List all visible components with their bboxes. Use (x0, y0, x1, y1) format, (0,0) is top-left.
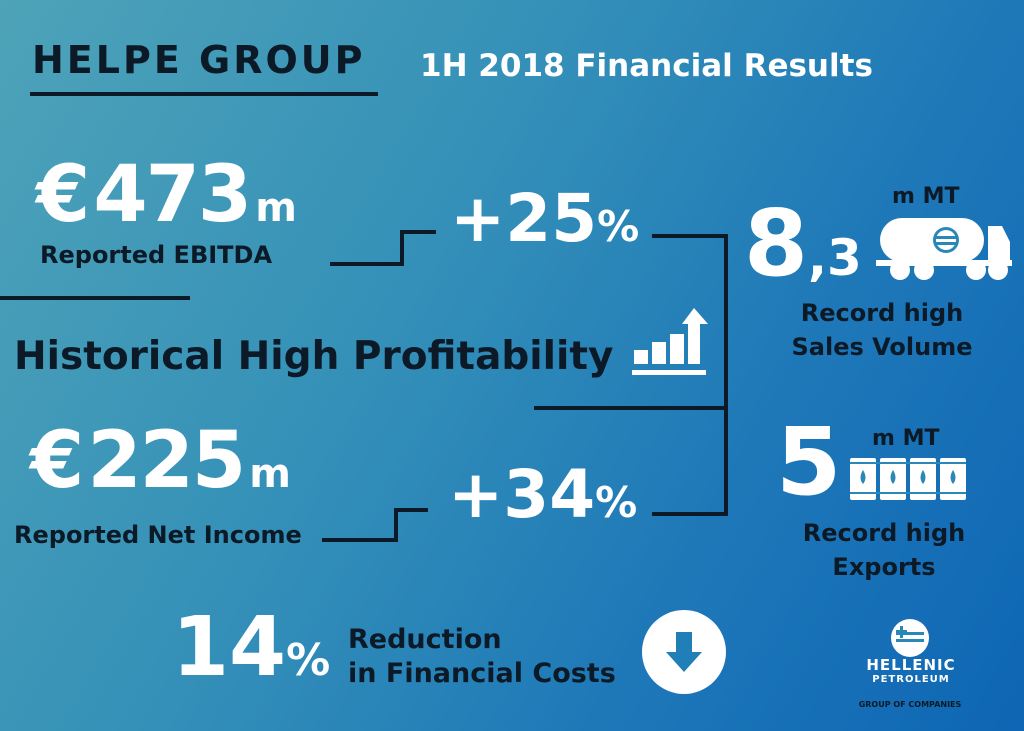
ebitda-value: 473 (93, 150, 252, 240)
sales-volume-dec: ,3 (808, 229, 862, 287)
ebitda-amount: € 473 m (36, 150, 297, 240)
divider-line (0, 296, 190, 300)
exports-value: 5 (776, 408, 842, 517)
group-title: HELPE GROUP (32, 38, 366, 82)
down-arrow-circle-icon (642, 610, 726, 694)
connector-line (534, 406, 728, 410)
financial-costs-figure: 14% (172, 600, 330, 695)
ebitda-currency: € (36, 150, 90, 240)
sales-volume-unit: m MT (892, 184, 960, 209)
net-income-unit: m (249, 451, 291, 497)
net-income-amount: € 225 m (30, 416, 291, 506)
connector-line (652, 234, 728, 238)
logo-name2: PETROLEUM (872, 674, 950, 685)
bar-chart-up-icon (632, 308, 708, 375)
ebitda-label: Reported EBITDA (40, 241, 273, 269)
net-income-value: 225 (87, 416, 246, 506)
net-income-change-unit: % (595, 478, 638, 527)
financial-costs-value: 14 (172, 600, 287, 695)
exports-label: Record high Exports (784, 516, 984, 584)
ebitda-change: +25% (450, 180, 639, 257)
financial-costs-unit: % (286, 635, 331, 686)
connector-line (400, 230, 404, 266)
logo-tagline: GROUP OF COMPANIES (858, 700, 962, 709)
hellenic-petroleum-logo-icon (891, 619, 929, 657)
sales-volume-int: 8 (744, 190, 809, 297)
ebitda-unit: m (255, 185, 297, 231)
tanker-truck-icon (876, 218, 1012, 280)
headline: Historical High Profitability (14, 334, 614, 379)
exports-unit: m MT (872, 426, 940, 451)
connector-line (394, 508, 398, 542)
sales-volume-label-line2: Sales Volume (791, 333, 973, 361)
net-income-change: +34% (448, 456, 637, 533)
title-underline (30, 92, 378, 96)
exports-label-line2: Exports (832, 553, 936, 581)
connector-line (394, 508, 428, 512)
connector-line (322, 538, 398, 542)
ebitda-change-value: +25 (450, 180, 598, 257)
connector-line (652, 512, 728, 516)
financial-costs-label-line1: Reduction (348, 624, 502, 655)
connector-line (330, 262, 404, 266)
financial-costs-label-line2: in Financial Costs (348, 658, 616, 689)
net-income-change-value: +34 (448, 456, 596, 533)
sales-volume-figure: 8,3 (744, 190, 862, 297)
sales-volume-label-line1: Record high (800, 299, 964, 327)
oil-barrels-icon (850, 458, 966, 500)
page-subtitle: 1H 2018 Financial Results (420, 48, 873, 84)
net-income-currency: € (30, 416, 84, 506)
connector-line (724, 234, 728, 516)
ebitda-change-unit: % (597, 202, 640, 251)
net-income-label: Reported Net Income (14, 521, 302, 549)
sales-volume-label: Record high Sales Volume (782, 296, 982, 364)
connector-line (400, 230, 436, 234)
logo-name: HELLENIC (866, 656, 956, 674)
exports-label-line1: Record high (802, 519, 966, 547)
